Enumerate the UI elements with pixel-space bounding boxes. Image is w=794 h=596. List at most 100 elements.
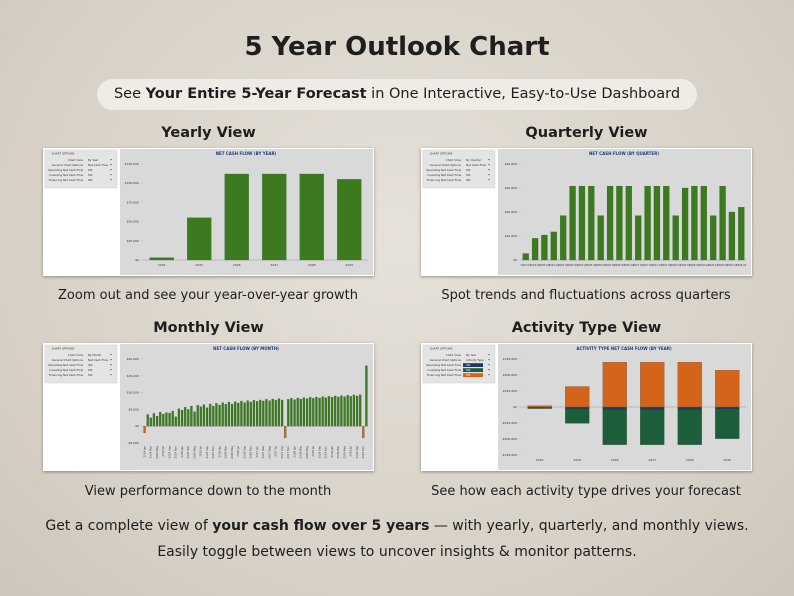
option-value: ON — [466, 373, 470, 377]
x-tick-label: 2027 Q1 — [633, 264, 644, 267]
x-tick-label: 2025 Nov — [211, 446, 215, 459]
bar — [315, 396, 318, 427]
x-tick-label: 2028 Jul — [311, 446, 315, 457]
dropdown-arrow — [488, 159, 490, 161]
option-value: ON — [466, 178, 470, 182]
panel-caption: View performance down to the month — [84, 484, 332, 499]
bar — [187, 217, 212, 261]
option-value: ON — [88, 173, 92, 177]
bar — [146, 414, 149, 427]
option-label: Investing Net Cash Flow — [49, 368, 83, 372]
bar — [738, 207, 745, 261]
bar — [180, 409, 184, 427]
bar-segment — [640, 406, 665, 410]
x-tick-label: 2028 Q3 — [689, 264, 700, 267]
dropdown-arrow — [488, 179, 490, 181]
y-tick-label: -$500,000 — [502, 437, 517, 441]
screenshot: CHART OPTIONS Chart View By Year General Ch… — [421, 343, 752, 471]
y-tick-label: $125,000 — [125, 162, 139, 166]
bar — [149, 257, 174, 261]
option-label: Operating Net Cash Flow — [48, 363, 84, 367]
x-tick-label: 2024 Mar — [149, 445, 153, 458]
x-tick-label: 2025 Sep — [205, 446, 209, 459]
x-tick-label: 2025 Mar — [186, 445, 190, 458]
bar — [318, 397, 321, 427]
subtitle-bold: Your Entire 5-Year Forecast — [145, 86, 367, 102]
x-tick-label: 2026 Sep — [242, 446, 246, 459]
x-tick-label: 2027 Mar — [261, 445, 265, 458]
y-tick-label: $75,000 — [127, 200, 139, 204]
option-value: ON — [466, 168, 470, 172]
bar — [321, 396, 324, 427]
bar — [691, 185, 698, 261]
bar — [346, 395, 349, 427]
bar-segment — [715, 409, 740, 439]
x-tick-label: 2027 Jul — [274, 446, 278, 457]
x-tick-label: 2027 Jan — [255, 446, 259, 458]
bar — [302, 397, 306, 427]
option-swatch — [463, 373, 483, 377]
bar — [237, 402, 240, 427]
option-label: Chart View — [446, 158, 462, 162]
bar — [174, 416, 177, 427]
panel-heading: Activity Type View — [511, 320, 662, 336]
x-tick-label: 2028 May — [305, 446, 309, 459]
bar-segment — [640, 362, 665, 408]
options-box — [422, 149, 496, 189]
bar — [209, 403, 212, 427]
bar — [143, 426, 146, 434]
x-tick-label: 2024 Nov — [174, 446, 178, 459]
bar — [199, 406, 202, 427]
subtitle-text: in One Interactive, Easy-to-Use Dashboar… — [366, 86, 681, 102]
bar-segment — [715, 406, 740, 410]
x-tick-label: 2027 Q2 — [642, 264, 653, 267]
panel-heading: Monthly View — [153, 320, 264, 336]
x-tick-label: 2026 Q3 — [614, 264, 625, 267]
x-tick-label: 2029 Q2 — [717, 264, 728, 267]
bar — [531, 238, 539, 261]
bar — [230, 403, 234, 427]
bar — [152, 413, 156, 427]
bar — [187, 409, 190, 427]
subtitle-text: See — [113, 86, 146, 102]
bar — [234, 401, 237, 427]
x-tick-label: 2027 — [648, 458, 656, 462]
bar — [355, 395, 359, 427]
chart-area — [120, 344, 373, 470]
chart: CHART OPTIONS Chart View By Year General Ch… — [422, 344, 751, 470]
option-label: Investing Net Cash Flow — [427, 173, 461, 177]
option-value: ON — [88, 373, 92, 377]
x-tick-label: 2028 Q4 — [699, 264, 710, 267]
dropdown-arrow — [110, 169, 112, 171]
option-value: By Year — [466, 353, 477, 357]
x-tick-label: 2028 Sep — [317, 446, 321, 459]
option-swatch — [463, 363, 483, 367]
bar — [162, 414, 165, 427]
bar — [293, 399, 296, 427]
bar-segment — [565, 406, 590, 410]
bar — [227, 401, 231, 427]
option-label: Financing Net Cash Flow — [427, 178, 462, 182]
options-title: CHART OPTIONS — [52, 347, 75, 351]
x-tick-label: 2024 Jan — [142, 446, 146, 458]
option-label: Financing Net Cash Flow — [49, 373, 84, 377]
x-tick-label: 2029 Mar — [336, 445, 340, 458]
dropdown-arrow — [488, 359, 490, 361]
x-tick-label: 2024 — [536, 458, 544, 462]
bar — [218, 404, 221, 427]
option-label: Operating Net Cash Flow — [426, 168, 462, 172]
y-tick-label: $0 — [135, 258, 139, 262]
y-tick-label: $40,000 — [505, 162, 517, 166]
bar — [588, 185, 595, 261]
y-tick-label: $0 — [513, 258, 517, 262]
bar — [215, 403, 218, 427]
bar — [305, 398, 309, 427]
option-value: ON — [466, 363, 470, 367]
bar — [243, 402, 246, 427]
chart-title: NET CASH FLOW (BY QUARTER) — [589, 151, 659, 156]
x-tick-label: 2025 Jul — [199, 446, 203, 457]
bar — [327, 396, 331, 427]
bar — [262, 173, 287, 261]
option-value: Net Cash Flow — [88, 163, 109, 167]
